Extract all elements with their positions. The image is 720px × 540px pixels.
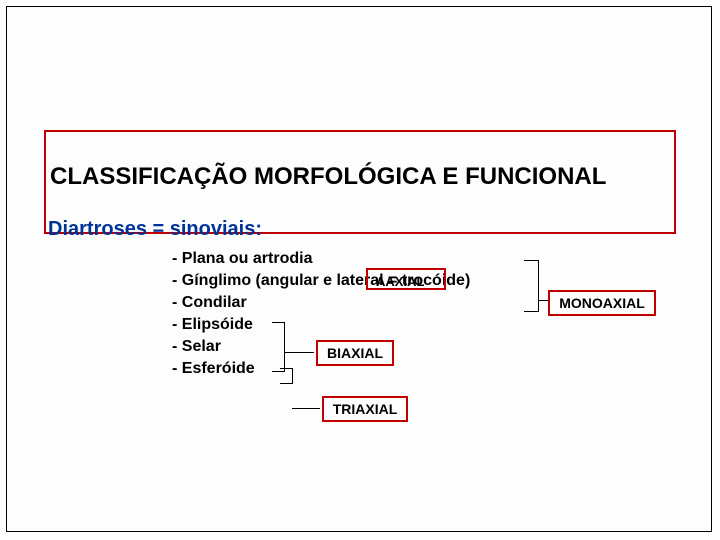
triaxial-box: TRIAXIAL: [322, 396, 408, 422]
aaxial-label: AAXIAL: [376, 274, 424, 289]
bracket-tri: [280, 368, 293, 384]
biaxial-label: BIAXIAL: [327, 345, 383, 361]
list-item: - Plana ou artrodia: [172, 250, 312, 268]
monoaxial-label: MONOAXIAL: [559, 295, 645, 311]
main-title: CLASSIFICAÇÃO MORFOLÓGICA E FUNCIONAL: [50, 163, 606, 191]
list-item: - Esferóide: [172, 360, 255, 378]
bracket-bi-stub: [284, 352, 314, 353]
bracket-tri-stub: [292, 408, 320, 409]
slide-border: [6, 6, 712, 532]
list-item: - Elipsóide: [172, 316, 253, 334]
list-item: - Condilar: [172, 294, 247, 312]
biaxial-box: BIAXIAL: [316, 340, 394, 366]
monoaxial-box: MONOAXIAL: [548, 290, 656, 316]
bracket-mono: [524, 260, 539, 312]
triaxial-label: TRIAXIAL: [333, 401, 398, 417]
subtitle: Diartroses = sinoviais:: [48, 218, 262, 241]
bracket-bi: [272, 322, 285, 372]
bracket-mono-stub: [538, 300, 548, 301]
list-item: - Selar: [172, 338, 221, 356]
